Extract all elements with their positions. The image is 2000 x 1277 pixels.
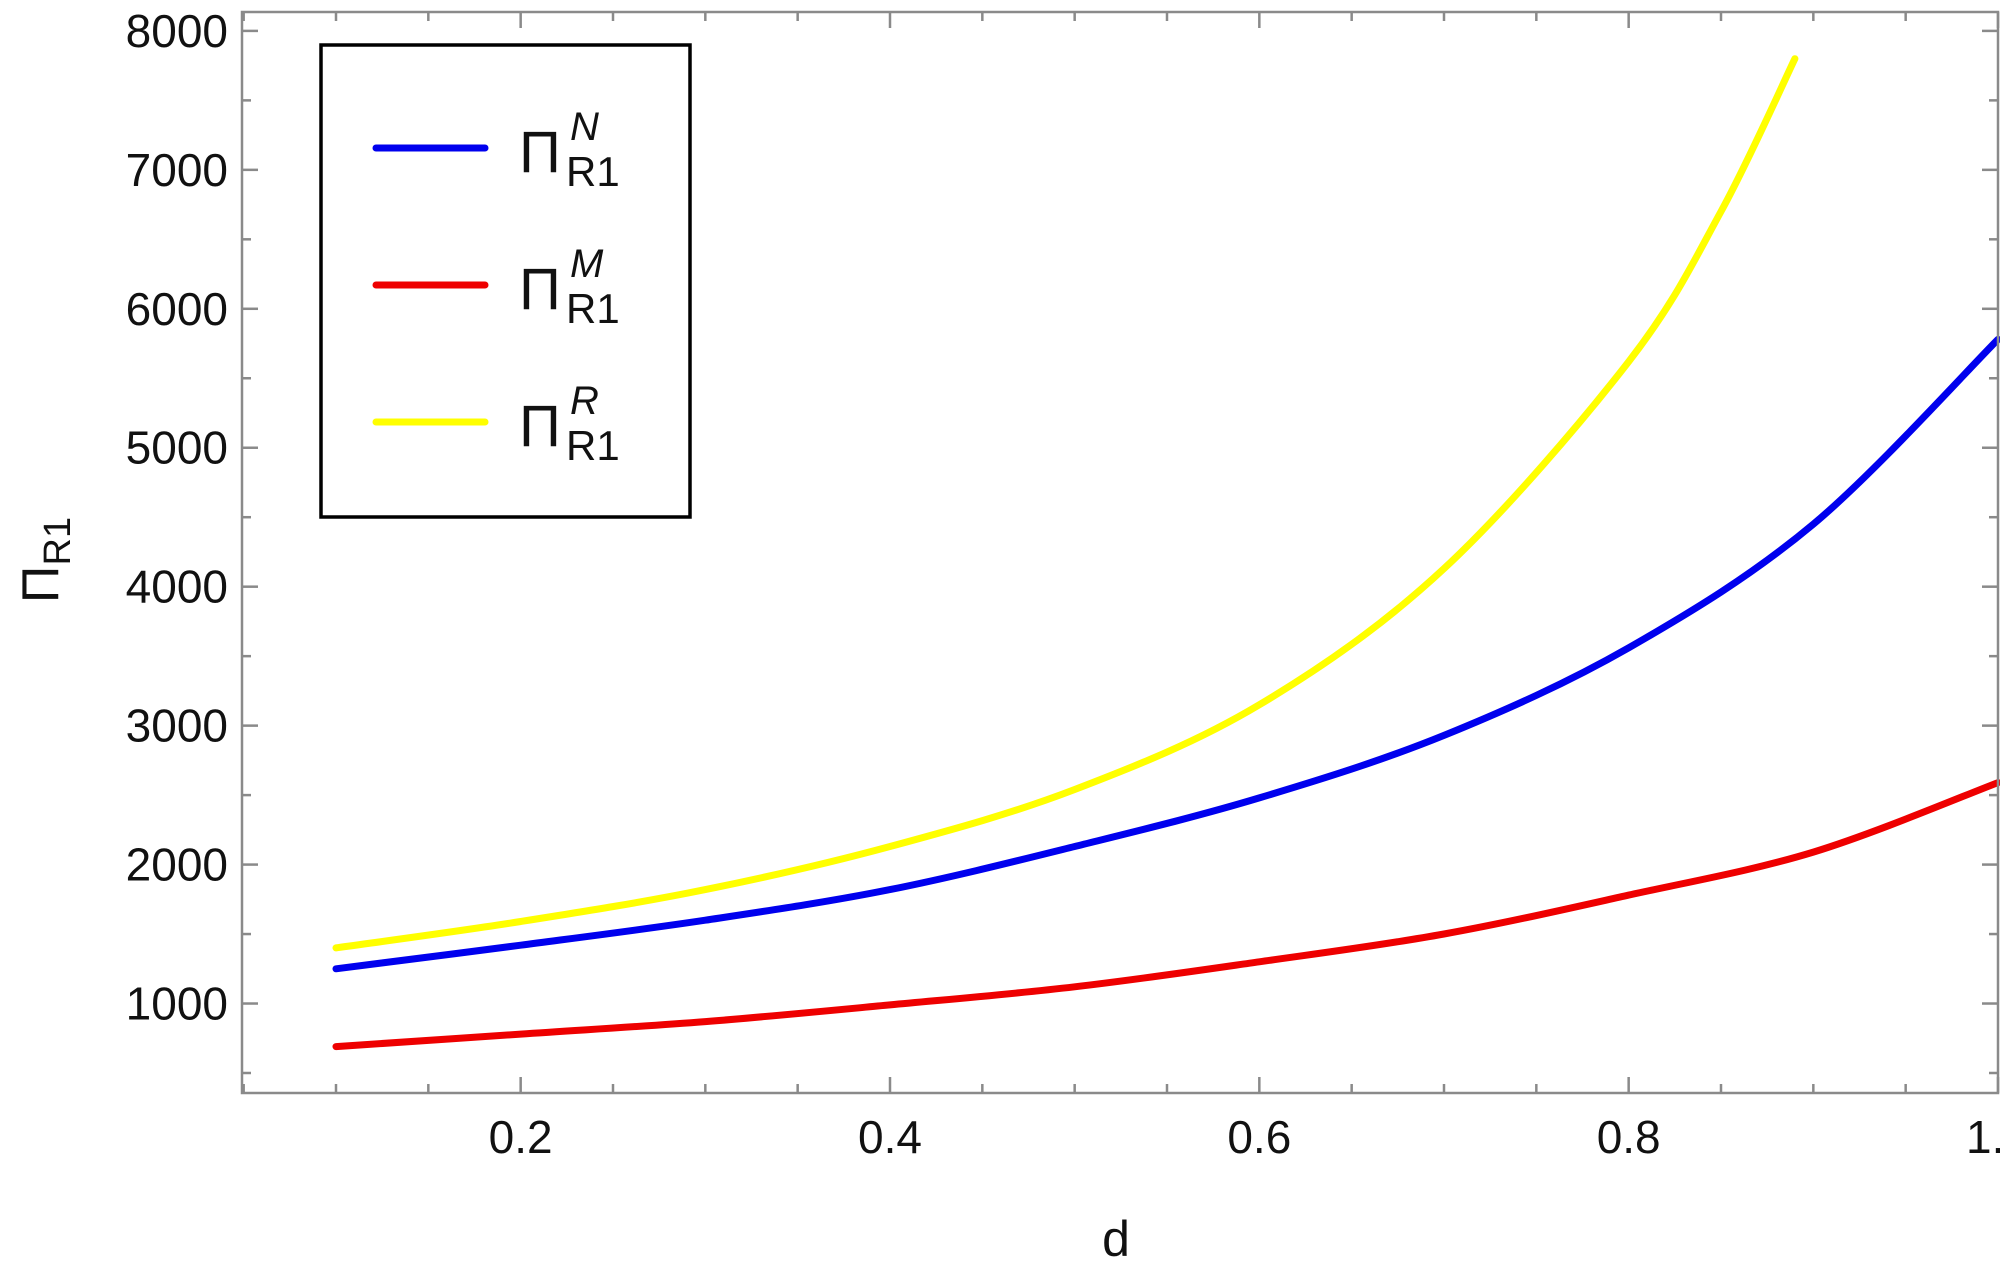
x-tick-label: 0.4	[858, 1111, 922, 1163]
y-tick-label: 4000	[126, 561, 228, 613]
y-axis-label-sub: R1	[37, 517, 79, 566]
legend-entry-label: Π	[519, 257, 561, 322]
series-line-r	[332, 55, 1799, 952]
y-tick-label: 1000	[126, 978, 228, 1030]
y-tick-label: 2000	[126, 839, 228, 891]
y-tick-label: 8000	[126, 5, 228, 57]
legend-entry-main: Π	[519, 257, 561, 322]
y-tick-label: 3000	[126, 700, 228, 752]
legend-entry-sup: N	[570, 105, 599, 149]
x-tick-label: 0.2	[489, 1111, 553, 1163]
legend-entry-sub: R1	[566, 285, 620, 332]
legend-entry-sup: M	[570, 242, 604, 286]
legend-entry-label: Π	[519, 394, 561, 459]
legend-entry-main: Π	[519, 394, 561, 459]
x-axis-label: d	[1102, 1211, 1130, 1267]
y-axis-label-main: Π	[12, 566, 70, 604]
plot-frame	[240, 10, 2000, 1095]
y-axis-label: ΠR1	[12, 517, 79, 603]
legend-box	[319, 43, 692, 519]
legend-entry-main: Π	[519, 120, 561, 185]
y-tick-label: 5000	[126, 422, 228, 474]
x-tick-label: 0.8	[1597, 1111, 1661, 1163]
legend-entry-label: Π	[519, 120, 561, 185]
y-tick-label: 7000	[126, 144, 228, 196]
x-tick-label: 0.6	[1227, 1111, 1291, 1163]
series-line-m	[332, 779, 2000, 1051]
legend-entry-sub: R1	[566, 148, 620, 195]
x-tick-label: 1.0	[1966, 1111, 2000, 1163]
legend-entry-sub: R1	[566, 422, 620, 469]
series-line-n	[332, 335, 2000, 973]
legend-entry-sup: R	[570, 379, 599, 423]
y-tick-label: 6000	[126, 283, 228, 335]
